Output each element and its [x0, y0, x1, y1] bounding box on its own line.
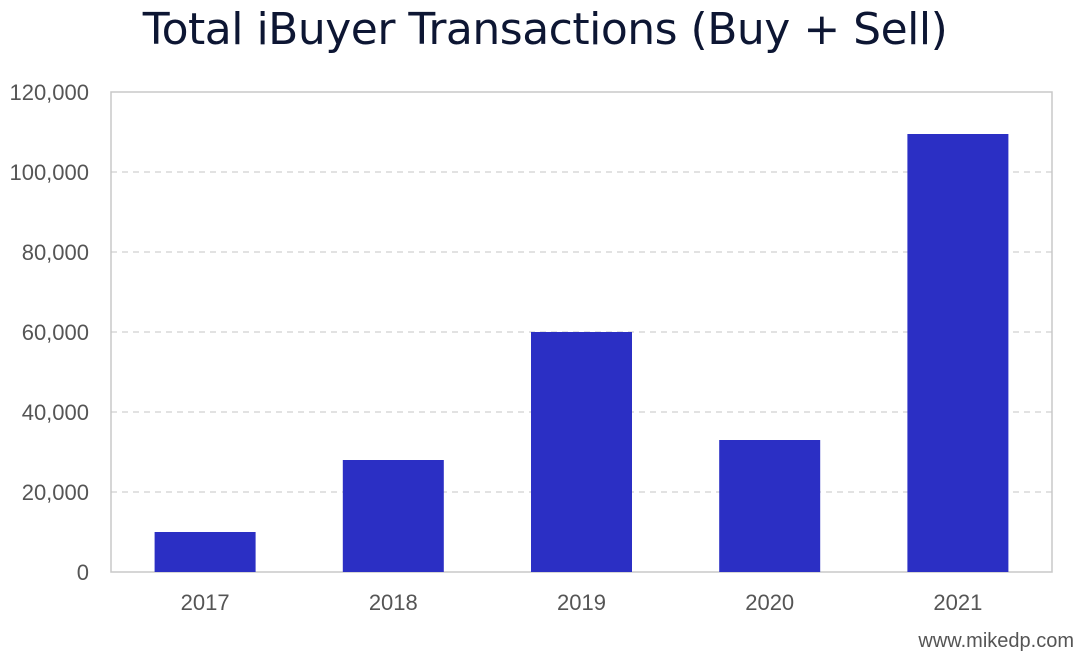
x-axis-tick-labels: 2017 2018 2019 2020 2021 [181, 590, 983, 615]
bar-2021 [907, 134, 1009, 572]
x-tick-label: 2019 [557, 590, 606, 615]
gridlines [111, 171, 1052, 493]
y-tick-label: 20,000 [22, 480, 89, 505]
y-tick-label: 60,000 [22, 320, 89, 345]
x-tick-label: 2021 [933, 590, 982, 615]
y-tick-label: 80,000 [22, 240, 89, 265]
x-tick-label: 2018 [369, 590, 418, 615]
y-tick-label: 120,000 [9, 80, 89, 105]
bar-2018 [342, 460, 444, 572]
y-tick-label: 100,000 [9, 160, 89, 185]
y-tick-label: 40,000 [22, 400, 89, 425]
x-tick-label: 2017 [181, 590, 230, 615]
bar-2017 [154, 532, 256, 572]
x-tick-label: 2020 [745, 590, 794, 615]
bars [154, 134, 1009, 572]
watermark: www.mikedp.com [918, 630, 1074, 652]
y-axis-tick-labels: 0 20,000 40,000 60,000 80,000 100,000 120,000 [9, 80, 89, 585]
chart-title: Total iBuyer Transactions (Buy + Sell) [142, 4, 948, 55]
y-tick-label: 0 [77, 560, 89, 585]
bar-2019 [531, 332, 632, 572]
bar-2020 [719, 440, 821, 572]
